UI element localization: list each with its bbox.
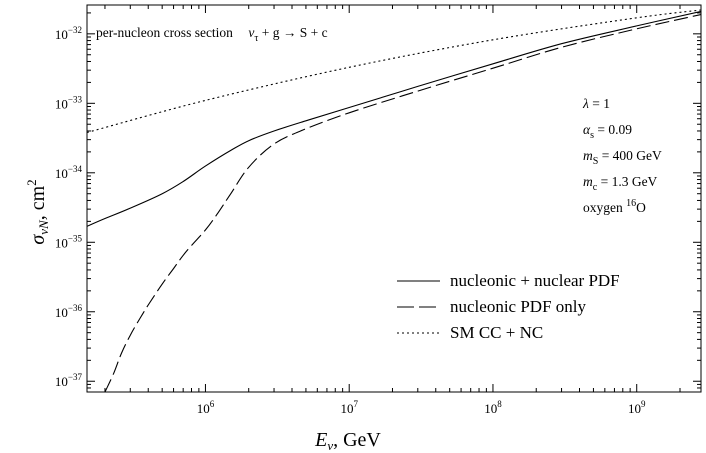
legend-label: nucleonic + nuclear PDF [450,271,620,290]
tick-labels: 106 107 108 109 10−37 10−36 10−35 10−34 10−33 10−… [55,25,646,416]
parameter-annotations: λ = 1 αs = 0.09 mS = 400 GeV mc = 1.3 GeV ox… [582,96,662,215]
x-tick-label: 106 [197,399,215,416]
x-tick-label: 109 [628,399,646,416]
parameter-label: mc = 1.3 GeV [583,174,658,193]
legend: nucleonic + nuclear PDF nucleonic PDF onl… [397,271,620,342]
series-line-solid [87,10,701,227]
y-tick-label: 10−34 [55,164,83,181]
legend-label: SM CC + NC [450,323,543,342]
y-tick-label: 10−35 [55,233,83,250]
axis-ticks [87,5,701,393]
parameter-label: λ = 1 [582,96,610,111]
x-tick-label: 107 [340,399,358,416]
parameter-label: oxygen 16O [583,198,646,215]
y-tick-label: 10−36 [55,303,83,320]
x-axis-title: Eν, GeV [314,429,381,453]
y-tick-label: 10−37 [55,372,83,389]
y-tick-label: 10−33 [55,94,83,111]
process-annotation: per-nucleon cross section ντ + g → S + c [96,25,328,44]
legend-label: nucleonic PDF only [450,297,586,316]
y-axis-title: σνN, cm2 [24,179,51,244]
series-line-dotted [87,9,701,134]
plot-frame [86,4,702,393]
parameter-label: mS = 400 GeV [583,148,662,167]
x-tick-label: 108 [484,399,502,416]
series-line-dashed [104,13,701,392]
data-series [87,9,701,392]
parameter-label: αs = 0.09 [583,122,632,141]
y-tick-label: 10−32 [55,25,82,42]
